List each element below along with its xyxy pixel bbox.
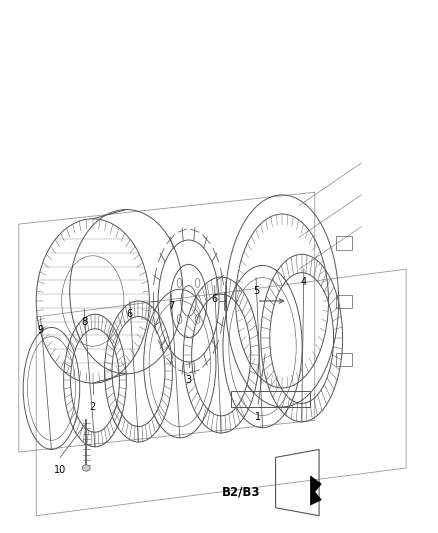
Text: 3: 3 xyxy=(185,375,191,385)
Text: 10: 10 xyxy=(54,465,66,475)
Text: 9: 9 xyxy=(38,325,44,335)
Text: 4: 4 xyxy=(301,277,307,287)
Ellipse shape xyxy=(82,465,90,471)
Text: 8: 8 xyxy=(81,317,87,327)
Text: 6: 6 xyxy=(212,294,218,303)
Text: 1: 1 xyxy=(255,413,261,422)
Text: 5: 5 xyxy=(253,286,259,296)
Text: 2: 2 xyxy=(90,402,96,411)
Text: 6: 6 xyxy=(127,309,133,319)
Text: 7: 7 xyxy=(168,302,174,311)
Text: B2/B3: B2/B3 xyxy=(222,486,260,498)
Polygon shape xyxy=(311,476,321,505)
